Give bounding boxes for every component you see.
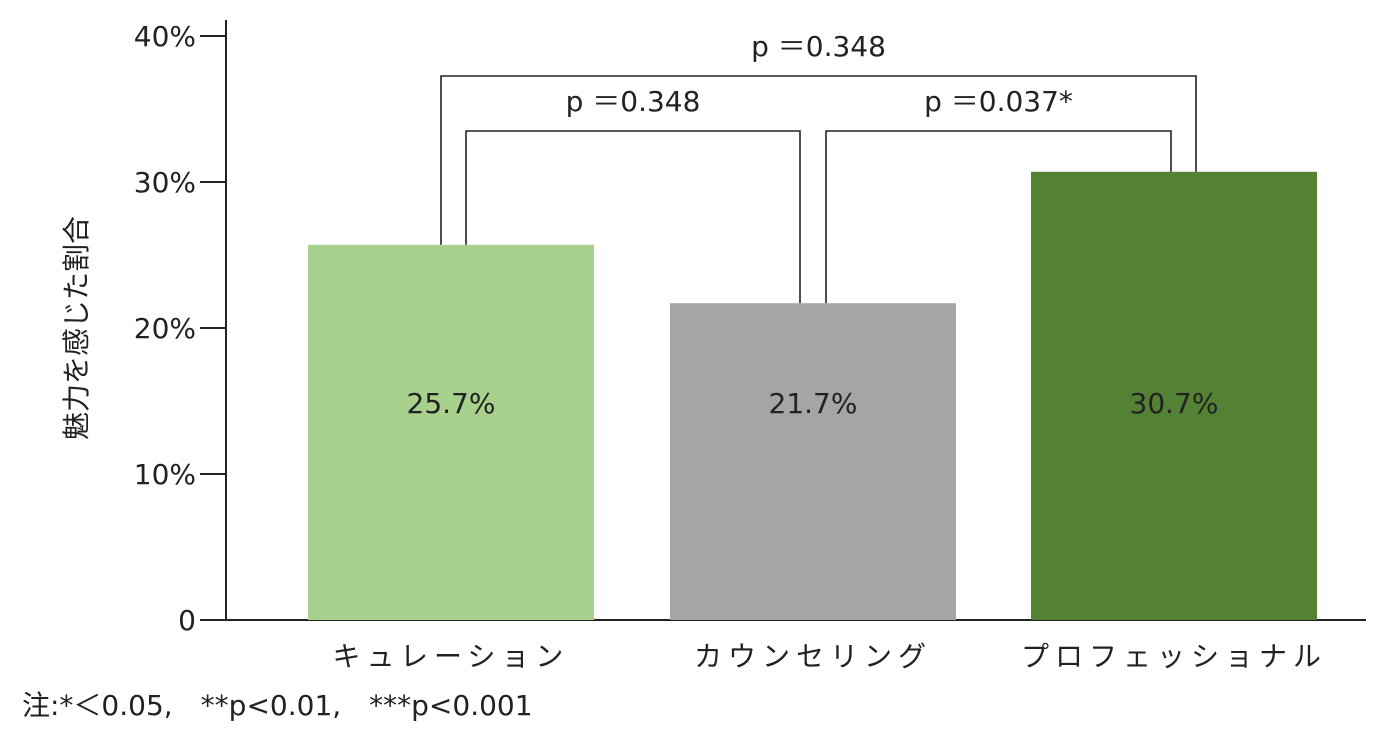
significance-bracket: [440, 75, 1197, 245]
y-tick-label: 40%: [134, 20, 196, 53]
significance-bracket: [465, 130, 801, 304]
bar: [1031, 171, 1317, 620]
value-label: 25.7%: [407, 387, 496, 420]
value-label: 30.7%: [1130, 387, 1219, 420]
p-value-label: p ＝0.348: [751, 30, 886, 63]
y-tick-label: 30%: [134, 166, 196, 199]
value-label: 21.7%: [769, 387, 858, 420]
footnote: 注:*＜0.05, **p<0.01, ***p<0.001: [22, 689, 533, 722]
y-tick-label: 20%: [134, 312, 196, 345]
x-tick-label: キュレーション: [333, 640, 570, 673]
bar: [308, 244, 594, 620]
x-tick-label: プロフェッショナル: [1021, 640, 1327, 673]
bar: [670, 303, 956, 620]
p-value-label: p ＝0.037*: [924, 85, 1073, 118]
x-tick-label: カウンセリング: [694, 640, 932, 673]
significance-bracket: [825, 130, 1172, 304]
y-tick-label: 0: [178, 604, 196, 637]
y-tick-label: 10%: [134, 458, 196, 491]
p-value-label: p ＝0.348: [566, 85, 701, 118]
y-axis-label: 魅力を感じた割合: [60, 216, 93, 440]
